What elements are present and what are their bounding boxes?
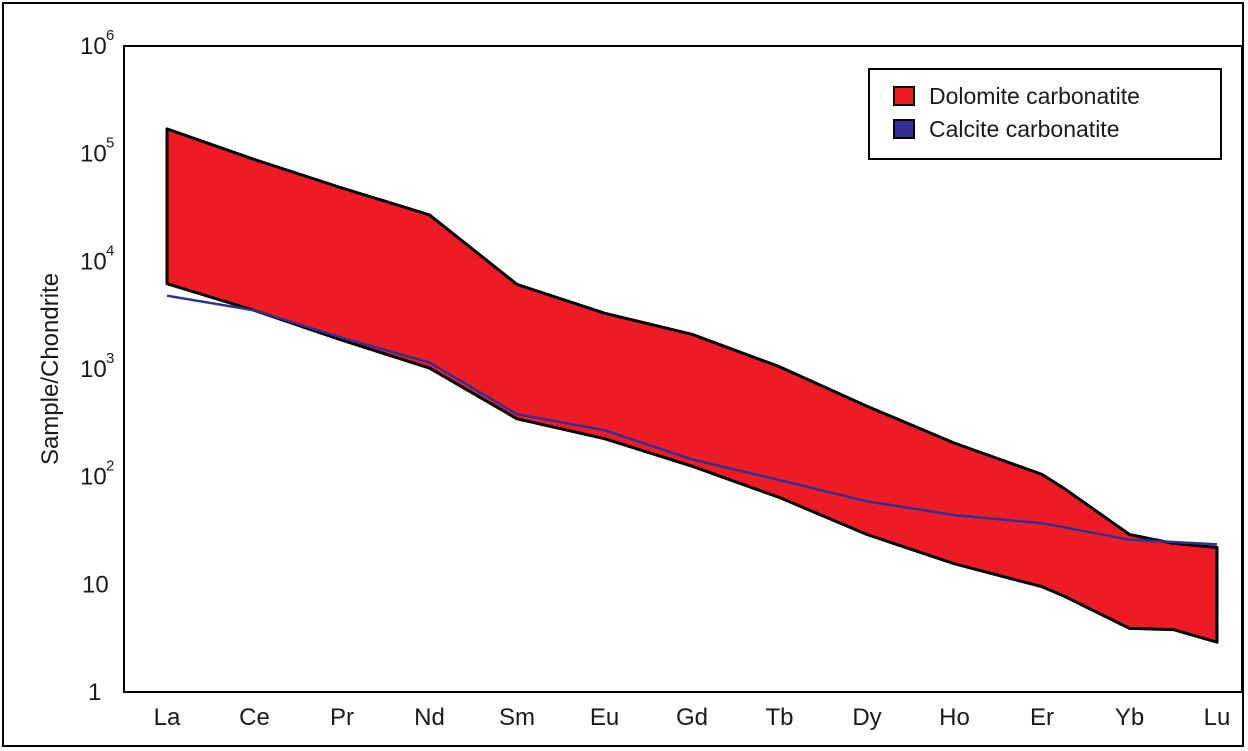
y-tick-base: 10	[80, 356, 107, 383]
x-tick-label: Ce	[239, 704, 270, 731]
y-tick-label: 10 3	[80, 350, 114, 383]
x-tick-label: Yb	[1115, 704, 1144, 731]
series-line-calcite	[166, 294, 1218, 546]
x-tick-label: Ho	[939, 704, 970, 731]
y-tick-base: 10	[80, 141, 107, 168]
x-tick-label: Lu	[1204, 704, 1231, 731]
y-tick-base: 10	[80, 33, 107, 60]
y-tick-base: 1	[88, 679, 101, 706]
y-tick-base: 10	[80, 248, 107, 275]
y-tick-exponent: 6	[106, 27, 114, 44]
x-tick-label: Pr	[330, 704, 354, 731]
legend-box	[868, 68, 1222, 160]
plot-area	[123, 45, 1243, 693]
x-tick-label: Dy	[852, 704, 881, 731]
legend: Dolomite carbonatite Calcite carbonatite	[868, 68, 1222, 160]
x-tick-label: Sm	[499, 704, 535, 731]
x-tick-labels: La Ce Pr Nd Sm Eu Gd Tb Dy Ho Er Yb Lu	[154, 704, 1231, 731]
legend-label: Dolomite carbonatite	[929, 83, 1140, 109]
y-tick-label: 10 4	[80, 242, 114, 275]
x-tick-label: Gd	[676, 704, 708, 731]
y-axis-label: Sample/Chondrite	[37, 273, 64, 465]
y-tick-exponent: 3	[106, 350, 114, 367]
y-tick-label: 1	[88, 679, 101, 706]
series-layer	[165, 127, 1219, 644]
y-tick-label: 10	[82, 571, 109, 598]
x-tick-label: La	[154, 704, 181, 731]
y-tick-base: 10	[82, 571, 109, 598]
y-tick-exponent: 5	[106, 135, 114, 152]
x-tick-label: Er	[1030, 704, 1054, 731]
y-tick-label: 10 6	[80, 27, 114, 60]
legend-items: Dolomite carbonatite Calcite carbonatite	[893, 83, 1140, 142]
y-tick-exponent: 2	[106, 458, 114, 475]
y-tick-exponent: 4	[106, 242, 114, 259]
x-tick-label: Nd	[414, 704, 445, 731]
legend-swatch	[893, 119, 915, 139]
series-band-dolomite	[165, 127, 1219, 644]
legend-label: Calcite carbonatite	[929, 116, 1120, 142]
y-tick-base: 10	[80, 464, 107, 491]
y-tick-label: 10 5	[80, 135, 114, 168]
legend-swatch	[893, 86, 915, 106]
x-tick-label: Eu	[590, 704, 619, 731]
y-tick-label: 10 2	[80, 458, 114, 491]
ree-chart: La Ce Pr Nd Sm Eu Gd Tb Dy Ho Er Yb Lu 10 610 510 410 31…	[37, 27, 1243, 731]
x-tick-label: Tb	[765, 704, 793, 731]
